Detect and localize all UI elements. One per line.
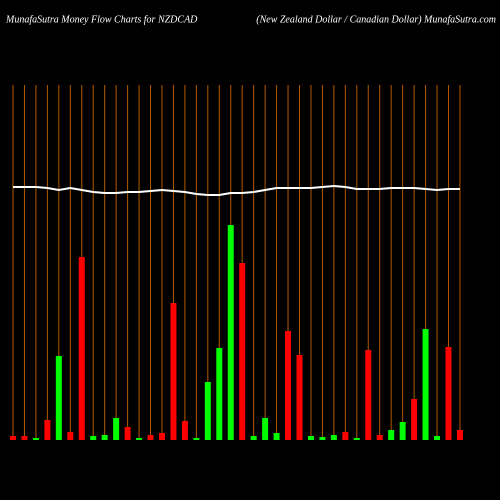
bar: [456, 430, 463, 440]
bar: [434, 436, 441, 440]
chart-title: MunafaSutra Money Flow Charts for NZDCAD: [5, 14, 198, 25]
bar: [216, 348, 223, 440]
bar: [170, 303, 177, 440]
chart-subtitle: (New Zealand Dollar / Canadian Dollar) M…: [256, 14, 496, 25]
bar: [376, 435, 383, 440]
bar: [353, 438, 360, 440]
bar: [399, 422, 406, 440]
bar: [273, 433, 280, 440]
bar: [330, 435, 337, 440]
bar: [21, 436, 28, 440]
bar: [55, 356, 62, 440]
bar: [32, 438, 39, 440]
bar: [227, 225, 234, 440]
bar: [67, 432, 74, 440]
money-flow-line: [13, 184, 460, 196]
bar: [193, 438, 200, 440]
bar: [90, 436, 97, 440]
bar: [262, 418, 269, 440]
bar: [342, 432, 349, 440]
bar: [136, 438, 143, 440]
bar: [285, 331, 292, 440]
bar: [158, 433, 165, 440]
bar: [365, 350, 372, 440]
bar: [101, 435, 108, 440]
bar: [204, 382, 211, 440]
bar: [239, 263, 246, 440]
bar: [44, 420, 51, 440]
bar: [147, 435, 154, 440]
bar: [113, 418, 120, 440]
bar: [78, 257, 85, 440]
bar: [250, 436, 257, 440]
bar: [181, 421, 188, 440]
bar: [296, 355, 303, 440]
bar: [445, 347, 452, 440]
bar: [307, 436, 314, 440]
bar: [10, 436, 16, 440]
bar: [124, 427, 131, 440]
bar: [411, 399, 418, 440]
bar: [388, 430, 395, 440]
bar: [422, 329, 429, 440]
bar: [319, 437, 326, 440]
